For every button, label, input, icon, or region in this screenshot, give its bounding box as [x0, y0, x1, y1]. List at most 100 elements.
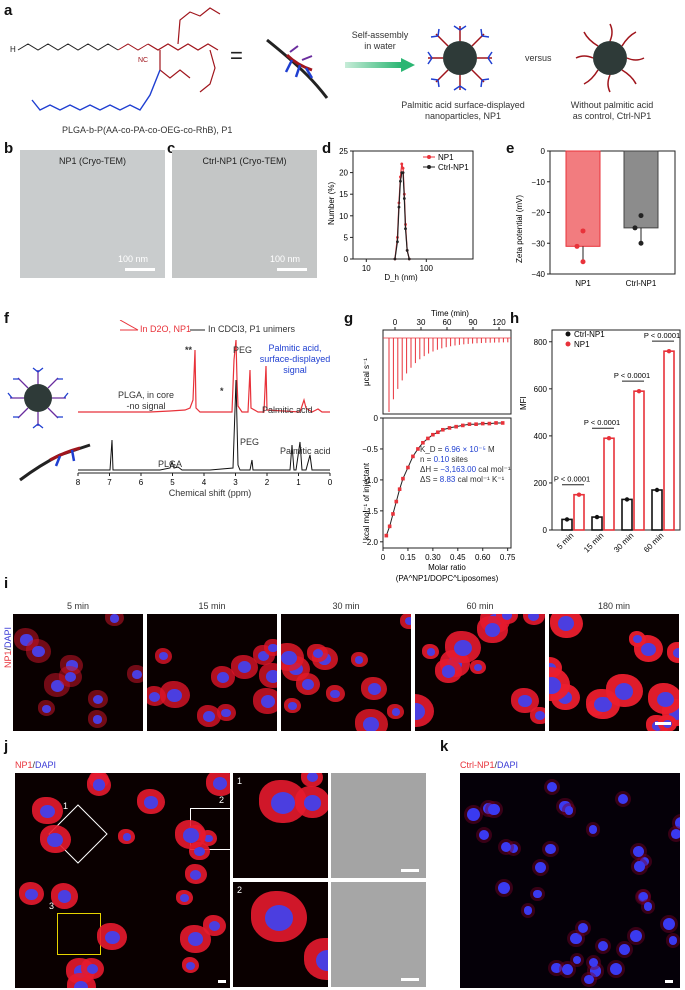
g-data-point: [394, 499, 399, 504]
g-ytick-label: −1.0: [362, 476, 378, 485]
nucleus: [202, 711, 215, 722]
h-point: [654, 487, 660, 493]
f-xlabel: Chemical shift (ppm): [168, 488, 252, 498]
d-point: [399, 179, 402, 183]
nucleus: [562, 964, 574, 976]
j-box-3: [57, 913, 101, 955]
nucleus: [584, 974, 595, 985]
i-image: [13, 614, 143, 731]
h-point: [564, 517, 570, 522]
nucleus: [639, 856, 650, 867]
f-plga-bottom: PLGA: [158, 459, 183, 469]
h-ytick-label: 0: [543, 526, 548, 535]
nucleus: [415, 703, 425, 720]
nucleus: [674, 816, 680, 829]
h-point: [594, 514, 600, 520]
g-data-point: [447, 426, 452, 430]
k-scalebar: [665, 980, 673, 983]
h-bar: [663, 350, 675, 531]
nucleus: [656, 691, 674, 708]
nucleus: [651, 720, 664, 731]
nucleus: [363, 717, 380, 731]
tem-np1-scale-label: 100 nm: [118, 254, 149, 264]
nucleus: [638, 892, 648, 902]
nucleus: [42, 704, 51, 713]
nucleus: [641, 642, 657, 657]
self-assembly-label: Self-assembly in water: [351, 30, 409, 51]
nucleus: [367, 683, 381, 696]
nucleus: [330, 689, 341, 699]
nucleus: [467, 808, 481, 822]
d-point: [400, 162, 404, 166]
nucleus: [258, 650, 270, 661]
panel-label-f: f: [4, 310, 9, 327]
panel-label-e: e: [506, 140, 515, 157]
g-xtick-label: 0.15: [400, 553, 416, 562]
nucleus: [47, 832, 64, 847]
k-main-image: [460, 773, 680, 988]
nucleus: [268, 643, 277, 653]
f-xtick-label: 0: [328, 478, 333, 487]
e-ytick-label: 0: [541, 147, 546, 156]
f-xtick-label: 7: [107, 478, 112, 487]
nucleus: [564, 806, 574, 815]
h-bar: [603, 437, 615, 531]
g-data-point: [441, 427, 445, 432]
nucleus: [213, 777, 228, 790]
h-bar: [633, 390, 645, 531]
nucleus: [500, 842, 511, 853]
d-ylabel: Number (%): [327, 182, 336, 225]
g-xtick-label: 0: [381, 553, 386, 562]
nucleus: [518, 694, 533, 708]
d-point: [401, 166, 405, 170]
nucleus: [478, 829, 489, 840]
g-ytick-label: −2.0: [362, 538, 378, 547]
g-top-xtick-label: 60: [443, 318, 452, 327]
nucleus: [109, 614, 120, 623]
h-cat-label: 15 min: [582, 531, 605, 554]
e-point: [638, 240, 644, 246]
g-data-point: [391, 512, 395, 516]
nucleus: [73, 980, 89, 988]
g-data-point: [500, 421, 505, 425]
g-top-xtick-label: 0: [393, 318, 398, 327]
j-inset-1-brightfield: [331, 773, 426, 878]
f-palmitic-blue: Palmitic acid, surface-displayed signal: [259, 343, 331, 375]
k-stain-label: Ctrl-NP1/DAPI: [460, 760, 519, 770]
f-peg-bottom: PEG: [240, 437, 260, 447]
nucleus: [632, 845, 644, 857]
nucleus: [355, 656, 364, 664]
nucleus: [92, 694, 104, 705]
nucleus: [528, 614, 540, 621]
f-palmitic-top: Palmitic acid: [262, 405, 313, 415]
nucleus: [104, 930, 120, 945]
nucleus: [316, 949, 328, 971]
e-cat-ctrl: Ctrl-NP1: [626, 279, 657, 288]
nucleus: [668, 935, 678, 945]
nucleus: [122, 833, 132, 841]
nucleus: [281, 650, 297, 665]
h-pvalue: P < 0.0001: [644, 331, 680, 340]
nucleus: [643, 902, 653, 911]
e-ytick-label: −20: [531, 209, 545, 218]
tem-np1-scalebar: [125, 268, 155, 271]
chart-g: Time (min) 0 30 60 90 120 0−0.5−1.0−1.5−2.0 …: [362, 309, 515, 583]
nucleus: [187, 932, 204, 947]
panel-label-b: b: [4, 140, 14, 157]
g-ytick-label: −0.5: [362, 445, 378, 454]
i-image: [147, 614, 277, 731]
d-ytick-label: 20: [339, 169, 348, 178]
d-ytick-label: 5: [344, 233, 349, 242]
h-ytick-label: 600: [534, 385, 548, 394]
panel-label-h: h: [510, 310, 520, 327]
nucleus: [672, 647, 679, 659]
j-inset-2-brightfield: [331, 882, 426, 987]
f-legend-cdcl3: In CDCl3, P1 unimers: [208, 324, 296, 334]
i-image: [549, 614, 679, 731]
d-point: [402, 197, 406, 200]
nucleus: [144, 796, 158, 809]
nucleus: [303, 795, 321, 811]
h-bar: [651, 489, 663, 531]
nucleus: [597, 940, 608, 952]
d-legend-ctrl: Ctrl-NP1: [438, 163, 469, 172]
